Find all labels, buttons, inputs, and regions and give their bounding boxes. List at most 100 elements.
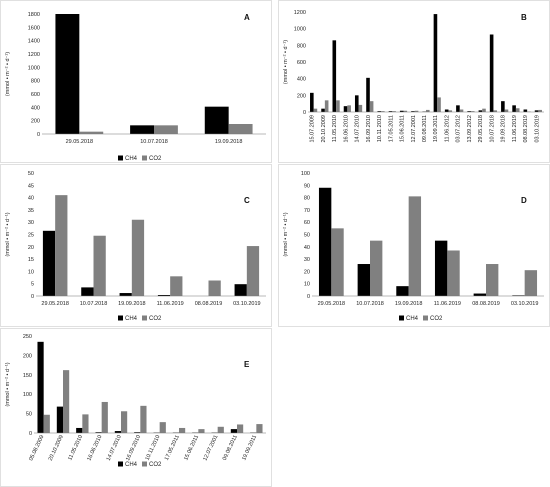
bar-co2: [159, 422, 166, 433]
bar-ch4: [310, 92, 314, 112]
bar-ch4: [366, 77, 370, 112]
y-tick-label: 70: [304, 208, 310, 214]
y-tick-label: 150: [23, 373, 32, 379]
y-tick-label: 90: [304, 183, 310, 189]
bar-co2: [347, 105, 351, 112]
bar-ch4: [318, 187, 332, 296]
bar-ch4: [467, 111, 471, 112]
x-tick-label: 03.07.2012: [456, 115, 462, 143]
y-tick-label: 400: [31, 105, 40, 111]
y-tick-label: 200: [31, 119, 40, 125]
x-tick-label: 19.09.2018: [118, 301, 146, 307]
y-tick-label: 10: [304, 282, 310, 288]
x-tick-label: 16.09.2010: [125, 434, 142, 461]
legend-swatch-ch4: [118, 155, 123, 161]
bar-co2: [504, 109, 509, 112]
y-tick-label: 1000: [28, 65, 40, 71]
y-tick-label: 10: [28, 269, 34, 275]
y-tick-label: 80: [304, 196, 310, 202]
bar-co2: [228, 124, 253, 134]
bar-co2: [524, 270, 538, 296]
bar-co2: [79, 131, 104, 134]
legend-swatch-co2: [142, 155, 147, 161]
legend-label-co2: CO2: [149, 462, 162, 468]
y-tick-label: 200: [297, 93, 306, 99]
legend-swatch-co2: [423, 315, 428, 321]
bar-co2: [414, 110, 419, 112]
y-axis-label: (mmol • m⁻² • d⁻¹): [283, 212, 289, 256]
x-tick-label: 11.06.2012: [444, 115, 450, 142]
bar-co2: [82, 414, 89, 433]
x-tick-label: 19.09.2011: [433, 115, 439, 142]
y-tick-label: 45: [28, 183, 34, 189]
bar-co2: [426, 109, 430, 112]
bar-co2: [447, 250, 460, 296]
bar-co2: [538, 109, 542, 112]
legend-swatch-ch4: [399, 315, 404, 321]
chart-frame: [0, 0, 272, 163]
bar-ch4: [157, 295, 171, 296]
x-tick-label: 10.07.2018: [140, 139, 168, 145]
bar-co2: [43, 414, 50, 433]
bar-ch4: [399, 110, 404, 112]
y-tick-label: 0: [307, 294, 310, 300]
x-tick-label: 20.10.2009: [321, 115, 327, 143]
bar-co2: [140, 405, 147, 433]
y-tick-label: 30: [28, 220, 34, 226]
x-tick-label: 10.11.2010: [377, 115, 383, 142]
x-tick-label: 08.08.2019: [472, 301, 500, 307]
bar-ch4: [357, 264, 370, 296]
y-axis-label: (mmol • m⁻² • d⁻¹): [5, 362, 11, 406]
bar-ch4: [134, 432, 141, 433]
y-tick-label: 60: [304, 220, 310, 226]
bar-ch4: [234, 284, 247, 296]
bar-co2: [324, 100, 329, 112]
bar-co2: [448, 110, 453, 112]
bar-ch4: [42, 230, 56, 296]
x-tick-label: 09.08.2011: [222, 434, 239, 461]
bar-co2: [369, 101, 374, 112]
bar-ch4: [396, 286, 409, 296]
bar-co2: [381, 111, 385, 112]
x-tick-label: 19.09.2018: [215, 139, 243, 145]
y-tick-label: 5: [31, 282, 34, 288]
y-axis-label: (mmol • m⁻² • d⁻¹): [283, 40, 289, 84]
bar-co2: [198, 429, 205, 433]
y-tick-label: 50: [28, 171, 34, 177]
bar-co2: [179, 427, 186, 433]
x-tick-label: 10.07.2018: [489, 115, 495, 143]
y-tick-label: 100: [23, 392, 32, 398]
bar-ch4: [130, 125, 154, 134]
bar-co2: [403, 110, 408, 112]
bar-co2: [208, 280, 221, 296]
bar-ch4: [114, 431, 121, 433]
bar-ch4: [473, 293, 486, 296]
chart-a: 0 200 400 600 800 1000 1200 1400 1600 1800 (mmol •…: [0, 0, 272, 163]
legend-label-ch4: CH4: [125, 462, 138, 468]
bar-co2: [313, 108, 318, 112]
y-tick-label: 15: [28, 257, 34, 263]
x-tick-label: 11.05.2010: [67, 434, 84, 461]
x-tick-label: 19.09.2018: [501, 115, 507, 143]
legend-label-ch4: CH4: [125, 156, 138, 162]
bar-ch4: [411, 111, 415, 112]
bar-co2: [237, 424, 244, 433]
x-tick-label: 12.07.2001: [202, 434, 219, 461]
x-tick-label: 05.08.2009: [28, 434, 45, 461]
bar-ch4: [76, 427, 83, 433]
bar-ch4: [354, 95, 359, 112]
bar-co2: [358, 104, 363, 112]
x-tick-label: 11.05.2010: [332, 115, 338, 142]
bar-ch4: [512, 105, 516, 112]
y-tick-label: 25: [28, 233, 34, 239]
bar-co2: [486, 264, 499, 296]
y-tick-label: 50: [26, 412, 32, 418]
bar-co2: [515, 108, 520, 112]
x-tick-label: 03.10.2019: [534, 115, 540, 143]
x-tick-label: 15.06.2011: [183, 434, 200, 461]
bar-co2: [370, 240, 383, 296]
x-tick-label: 16.09.2010: [366, 115, 372, 143]
x-tick-label: 15.06.2011: [400, 115, 406, 142]
y-tick-label: 200: [23, 353, 32, 359]
y-tick-label: 1400: [28, 39, 40, 45]
